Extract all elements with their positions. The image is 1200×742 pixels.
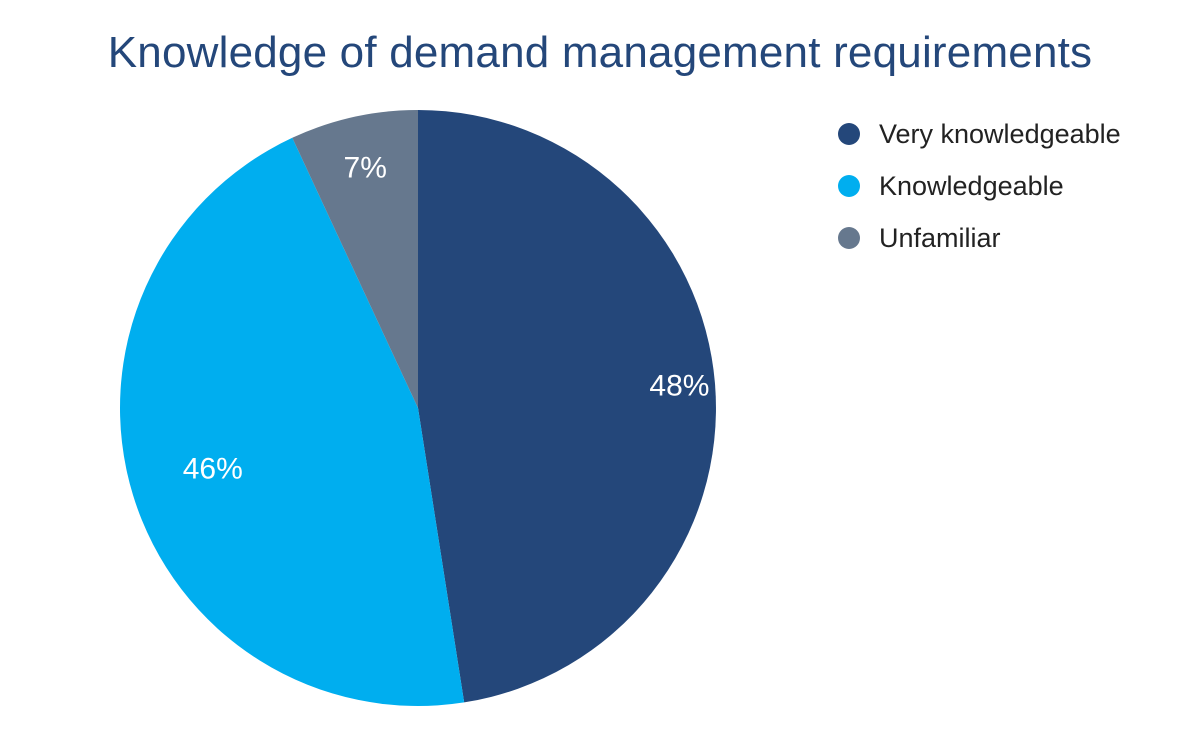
legend-label: Unfamiliar bbox=[879, 222, 1001, 253]
legend-item-unfamiliar[interactable]: Unfamiliar bbox=[838, 212, 1121, 264]
data-label-knowledgeable: 46% bbox=[183, 452, 243, 485]
pie-slice-knowledgeable[interactable] bbox=[120, 137, 465, 706]
legend-item-knowledgeable[interactable]: Knowledgeable bbox=[838, 160, 1121, 212]
legend-swatch bbox=[838, 123, 860, 145]
legend-swatch bbox=[838, 175, 860, 197]
legend-label: Very knowledgeable bbox=[879, 118, 1121, 149]
chart-title: Knowledge of demand management requireme… bbox=[107, 28, 1093, 77]
pie-slice-very-knowledgeable[interactable] bbox=[418, 110, 716, 703]
pie-data-labels: 48% 46% 7% bbox=[183, 151, 710, 485]
legend: Very knowledgeable Knowledgeable Unfamil… bbox=[838, 108, 1121, 264]
legend-item-very-knowledgeable[interactable]: Very knowledgeable bbox=[838, 108, 1121, 160]
legend-label: Knowledgeable bbox=[879, 170, 1064, 201]
data-label-very-knowledgeable: 48% bbox=[649, 370, 709, 403]
pie-slice-unfamiliar[interactable] bbox=[292, 110, 418, 408]
legend-swatch bbox=[838, 227, 860, 249]
data-label-unfamiliar: 7% bbox=[344, 151, 387, 184]
pie-slices bbox=[120, 110, 716, 706]
